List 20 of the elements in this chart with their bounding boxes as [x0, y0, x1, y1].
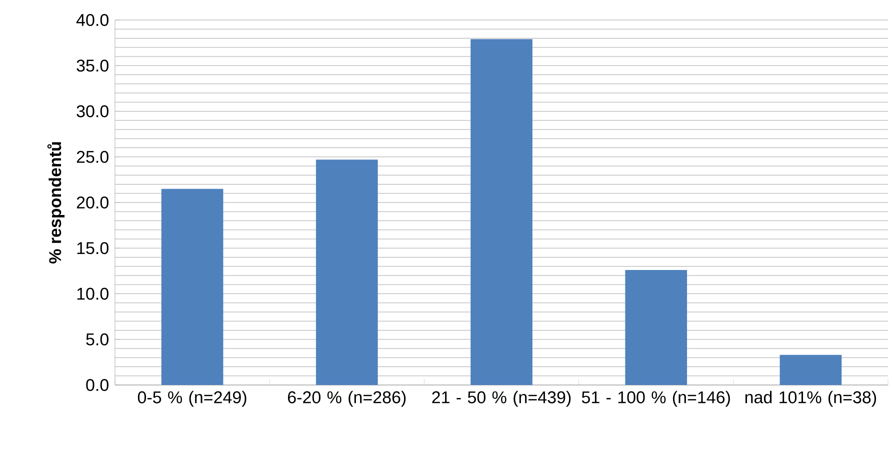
bar — [780, 354, 842, 385]
y-tick-label: 35.0 — [76, 60, 108, 72]
y-tick-label: 15.0 — [77, 242, 108, 254]
bar — [470, 39, 532, 385]
y-tick-label: 20.0 — [76, 196, 108, 209]
x-tick-label: nad 101% (n=38) — [745, 390, 876, 407]
bar — [625, 270, 688, 385]
y-tick-label: 10.0 — [77, 288, 108, 300]
y-axis-title: % respondentů — [47, 142, 65, 264]
y-tick-label: 5.0 — [86, 333, 108, 346]
y-tick-label: 40.0 — [76, 14, 108, 26]
x-tick-label: 21 - 50 % (n=439) — [432, 390, 571, 407]
x-tick-label: 51 - 100 % (n=146) — [582, 390, 730, 407]
y-tick-label: 30.0 — [76, 105, 108, 118]
y-tick-label: 25.0 — [76, 150, 108, 163]
y-tick-label: 0.0 — [86, 378, 108, 392]
bar — [161, 188, 224, 385]
x-tick-label: 6-20 % (n=286) — [288, 390, 406, 407]
bar — [316, 160, 378, 385]
x-tick-label: 0-5 % (n=249) — [138, 390, 246, 407]
